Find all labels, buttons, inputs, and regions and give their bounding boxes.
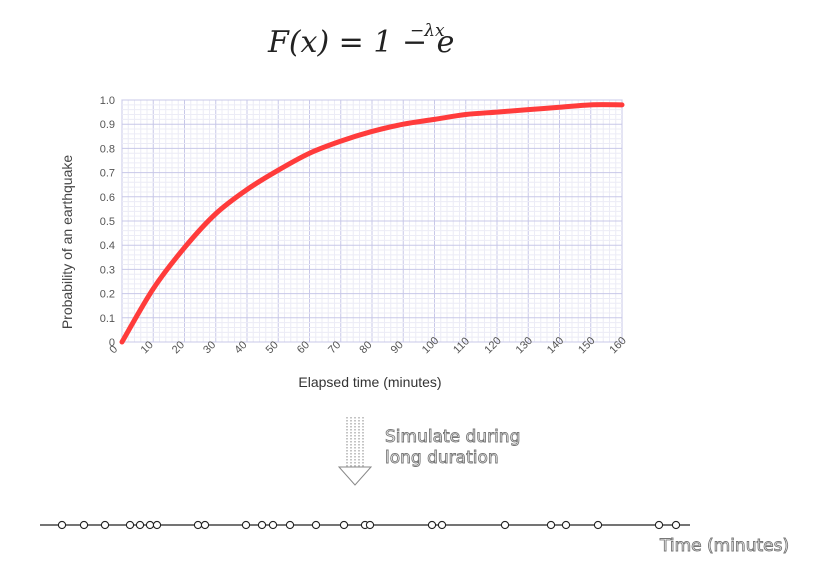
timeline-label: Time (minutes): [660, 536, 790, 557]
y-tick-label: 0.7: [100, 168, 115, 180]
chart-grid: [121, 99, 623, 343]
x-axis-label: Elapsed time (minutes): [298, 374, 441, 390]
event-marker: [145, 520, 155, 530]
event-marker: [427, 520, 437, 530]
formula-main: F(x) = 1 − e: [267, 25, 454, 60]
event-marker: [135, 520, 145, 530]
y-tick-labels: 0 0.1 0.2 0.3 0.4 0.5 0.6 0.7 0.8 0.9 1.0: [100, 95, 115, 349]
formula-exponent: −λx: [410, 21, 445, 41]
y-tick-label: 1.0: [100, 95, 115, 107]
y-tick-label: 0.4: [100, 240, 115, 252]
cdf-formula: F(x) = 1 − e −λx: [267, 21, 454, 60]
event-marker: [79, 520, 89, 530]
event-marker: [285, 520, 295, 530]
y-axis-label: Probability of an earthquake: [59, 155, 75, 330]
event-marker: [257, 520, 267, 530]
cdf-chart: 00.10.20.30.40.50.60.70.80.91.0 0 10 20 30 4…: [59, 95, 629, 390]
down-arrow-icon: [337, 417, 373, 486]
y-tick-label: 0.9: [100, 119, 115, 131]
event-marker: [365, 520, 375, 530]
event-marker: [671, 520, 681, 530]
simulation-caption: Simulate during long duration: [385, 427, 521, 469]
y-tick-label: 0.3: [100, 264, 115, 276]
y-tick-label: 0: [109, 337, 115, 349]
simulation-step: Simulate during long duration: [330, 415, 570, 490]
y-tick-label: 0.6: [100, 192, 115, 204]
event-marker: [193, 520, 203, 530]
y-tick-label: 0.1: [100, 313, 115, 325]
y-tick-label: 0.8: [100, 143, 115, 155]
event-marker: [561, 520, 571, 530]
event-marker: [57, 520, 67, 530]
event-marker: [437, 520, 447, 530]
y-tick-label: 0.5: [100, 216, 115, 228]
event-markers: [57, 520, 681, 530]
event-marker: [339, 520, 349, 530]
event-marker: [200, 520, 210, 530]
event-marker: [125, 520, 135, 530]
event-marker: [593, 520, 603, 530]
event-marker: [241, 520, 251, 530]
event-marker: [311, 520, 321, 530]
event-marker: [152, 520, 162, 530]
y-tick-label: 0.2: [100, 289, 115, 301]
event-marker: [268, 520, 278, 530]
event-marker: [100, 520, 110, 530]
event-marker: [546, 520, 556, 530]
event-marker: [500, 520, 510, 530]
event-marker: [654, 520, 664, 530]
cdf-curve: [119, 102, 625, 345]
event-timeline: [40, 520, 690, 530]
